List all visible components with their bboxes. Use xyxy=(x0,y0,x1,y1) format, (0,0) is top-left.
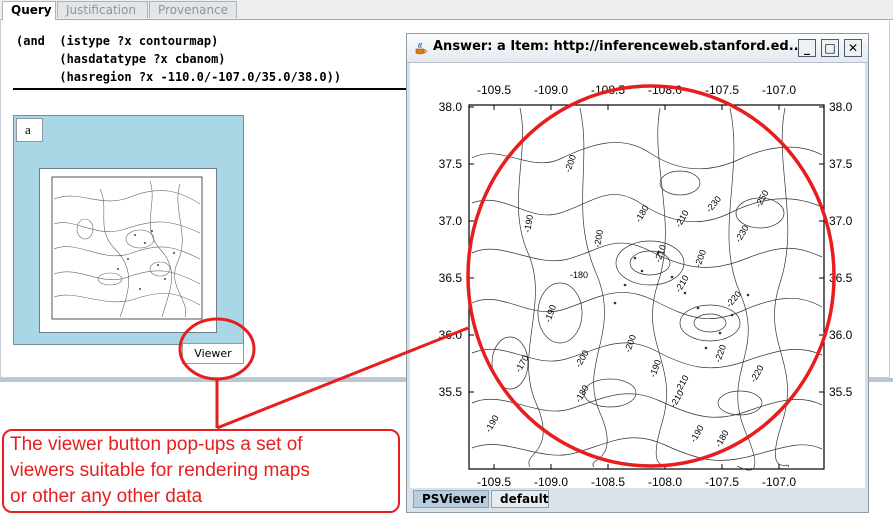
y-tick-label-left: 37.5 xyxy=(439,157,463,171)
tab-default[interactable]: default xyxy=(491,490,549,508)
y-tick-label-right: 36.0 xyxy=(829,328,853,342)
query-line: (hasregion ?x -110.0/-107.0/35.0/38.0)) xyxy=(16,70,342,84)
query-text: (and (istype ?x contourmap) (hasdatatype… xyxy=(16,32,341,86)
x-tick-label-bottom: -109.0 xyxy=(534,475,568,488)
x-tick-label-bottom: -109.5 xyxy=(477,475,511,488)
popup-titlebar[interactable]: Answer: a Item: http://inferenceweb.stan… xyxy=(407,34,868,63)
x-tick-label-bottom: -108.0 xyxy=(648,475,682,488)
y-tick-label-left: 38.0 xyxy=(439,100,463,114)
viewer-button[interactable]: Viewer xyxy=(182,343,244,364)
x-tick-label-top: -108.0 xyxy=(648,83,682,97)
tab-justification[interactable]: Justification xyxy=(57,1,148,18)
query-line: (and (istype ?x contourmap) xyxy=(16,34,219,48)
ps-viewer-canvas[interactable]: -109.5 -109.5 -109.0 -109.0 -108.5 -108.5 -108… xyxy=(410,63,865,489)
close-icon[interactable]: ✕ xyxy=(844,39,862,57)
map-thumbnail[interactable] xyxy=(39,168,217,333)
contour-label: -180 xyxy=(570,270,588,280)
callout-annotation: The viewer button pop-ups a set of viewe… xyxy=(2,429,400,513)
answer-viewer-window: Answer: a Item: http://inferenceweb.stan… xyxy=(406,33,869,513)
query-divider xyxy=(13,88,423,90)
result-map-panel[interactable]: a xyxy=(13,115,244,345)
y-tick-label-left: 36.0 xyxy=(439,328,463,342)
y-tick-label-right: 36.5 xyxy=(829,271,853,285)
panel-label: a xyxy=(16,118,43,142)
callout-line: or other any other data xyxy=(10,486,203,507)
x-tick-label-bottom: -107.5 xyxy=(705,475,739,488)
x-tick-label-bottom: -107.0 xyxy=(762,475,796,488)
y-tick-label-right: 37.5 xyxy=(829,157,853,171)
x-tick-label-top: -107.5 xyxy=(705,83,739,97)
tab-query[interactable]: Query xyxy=(2,1,56,20)
callout-line: viewers suitable for rendering maps xyxy=(10,460,310,481)
x-tick-label-top: -109.0 xyxy=(534,83,568,97)
tab-provenance[interactable]: Provenance xyxy=(149,1,237,18)
java-cup-icon xyxy=(415,42,427,55)
minimize-icon[interactable]: _ xyxy=(798,39,816,57)
x-tick-label-top: -108.5 xyxy=(591,83,625,97)
x-tick-label-bottom: -108.5 xyxy=(591,475,625,488)
contour-map: -109.5 -109.5 -109.0 -109.0 -108.5 -108.5 -108… xyxy=(439,83,853,489)
maximize-icon[interactable]: □ xyxy=(821,39,839,57)
callout-line: The viewer button pop-ups a set of xyxy=(10,434,303,455)
x-tick-label-top: -107.0 xyxy=(762,83,796,97)
y-tick-label-left: 35.5 xyxy=(439,385,463,399)
y-tick-label-left: 37.0 xyxy=(439,214,463,228)
tab-psviewer[interactable]: PSViewer xyxy=(413,490,489,508)
y-tick-label-left: 36.5 xyxy=(439,271,463,285)
query-line: (hasdatatype ?x cbanom) xyxy=(16,52,226,66)
main-tabbar: Query Justification Provenance xyxy=(0,0,893,20)
y-tick-label-right: 35.5 xyxy=(829,385,853,399)
viewer-tabbar: PSViewer default xyxy=(407,489,868,512)
y-tick-label-right: 37.0 xyxy=(829,214,853,228)
popup-title: Answer: a Item: http://inferenceweb.stan… xyxy=(433,39,804,54)
x-tick-label-top: -109.5 xyxy=(477,83,511,97)
thumbnail-contour-map xyxy=(51,176,203,320)
y-tick-label-right: 38.0 xyxy=(829,100,853,114)
